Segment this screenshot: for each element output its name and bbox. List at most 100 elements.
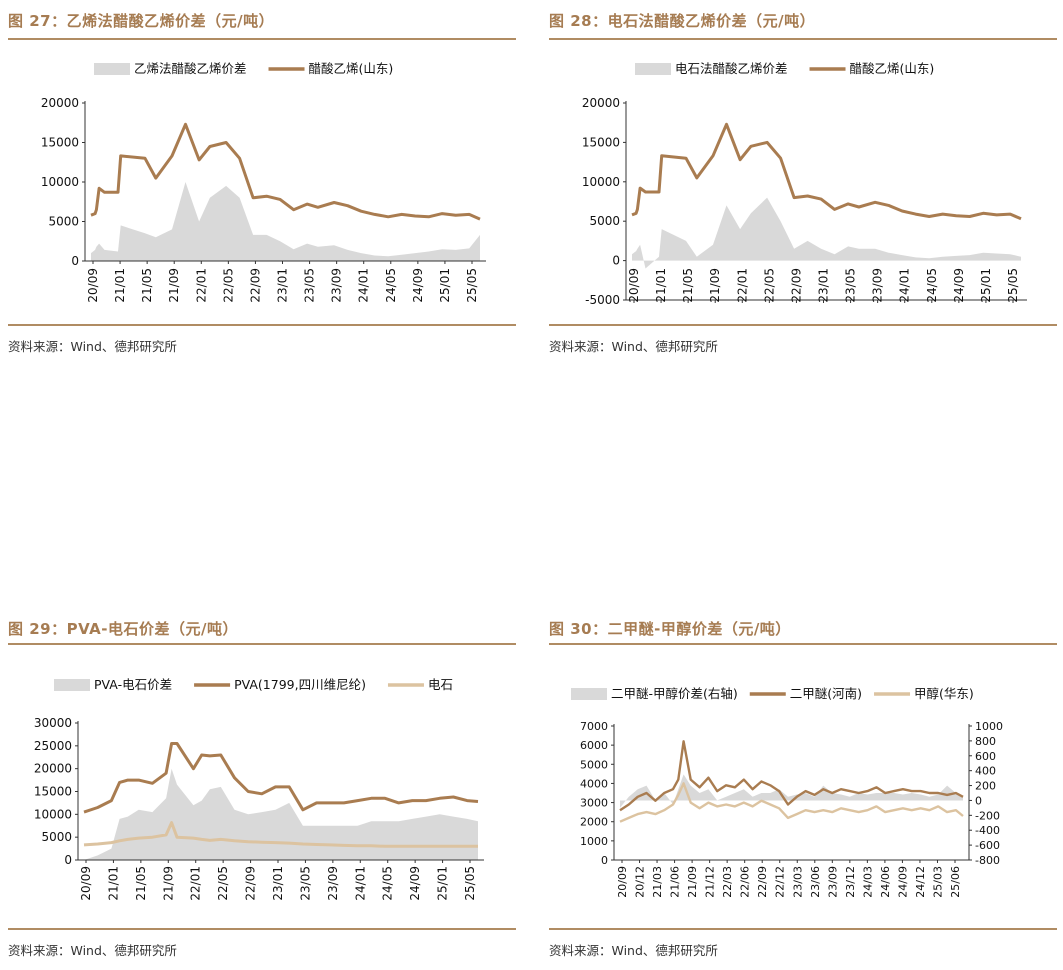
y-tick-label-right: 400 [975,765,996,778]
x-tick-label: 21/12 [704,866,717,898]
legend-swatch-area [635,63,671,75]
chart-panel-29: 图 29：PVA-电石价差（元/吨） 30000 25000 20000 15000 1… [8,612,516,970]
x-tick-label: 25/05 [465,268,479,303]
figure-title: 图 27：乙烯法醋酸乙烯价差（元/吨） [8,12,275,30]
x-tick-label: 23/05 [844,268,858,303]
y-tick-label: 25000 [34,739,72,753]
legend-swatch-area [54,679,90,691]
x-tick-label: 21/09 [167,268,181,303]
x-tick-label: 24/05 [925,268,939,303]
x-tick-label: 22/09 [789,268,803,303]
legend-label: 电石 [428,677,453,692]
x-tick-label: 21/05 [134,866,148,901]
x-tick-label: 22/03 [721,866,734,898]
x-tick-label: 23/01 [271,866,285,901]
y-tick-label: 20000 [582,96,620,110]
x-tick-label: 24/01 [353,866,367,901]
title-rule [549,38,1057,40]
series-area [632,197,1021,269]
x-tick-label: 23/05 [298,866,312,901]
y-tick-label: 5000 [48,215,79,229]
plot-group: 20000 15000 10000 5000 0 -5000 20/09 21/01 21/05… [582,96,1027,307]
x-tick-label: 22/01 [735,268,749,303]
y-tick-label: 30000 [34,716,72,730]
y-tick-label-right: -600 [975,839,1000,852]
y-tick-label: 2000 [580,816,608,829]
x-tick-label: 21/05 [140,268,154,303]
x-tick-label: 25/05 [1006,268,1020,303]
chart-29: 30000 25000 20000 15000 10000 5000 0 20/09 21/01… [34,677,484,901]
legend-swatch-area [571,688,607,700]
x-tick-label: 24/09 [411,268,425,303]
x-tick-label: 23/12 [844,866,857,898]
legend-swatch-area [94,63,130,75]
y-tick-label-right: 0 [975,794,982,807]
legend-label: PVA(1799,四川维尼纶) [234,677,366,692]
y-tick-label: 10000 [41,175,79,189]
x-tick-label: 23/06 [809,866,822,898]
x-tick-label: 23/01 [276,268,290,303]
y-tick-label: -5000 [585,293,620,307]
source-note: 资料来源：Wind、德邦研究所 [8,339,177,354]
x-tick-label: 21/05 [681,268,695,303]
y-tick-label: 0 [64,853,72,867]
chart-panel-30: 图 30：二甲醚-甲醇价差（元/吨） 7000 6000 5000 4000 3000 2… [549,612,1057,970]
legend-label: 甲醇(华东) [914,686,974,701]
y-tick-label: 20000 [34,762,72,776]
x-tick-label: 24/09 [952,268,966,303]
x-tick-label: 25/01 [436,866,450,901]
y-tick-label: 5000 [589,214,620,228]
series-line [619,740,964,812]
y-tick-label: 0 [71,254,79,268]
figure-title: 图 28：电石法醋酸乙烯价差（元/吨） [549,12,816,30]
figure-title: 图 30：二甲醚-甲醇价差（元/吨） [549,620,791,638]
x-tick-label: 22/05 [221,268,235,303]
x-tick-label: 21/06 [669,866,682,898]
x-tick-label: 25/05 [463,866,477,901]
x-tick-label: 22/05 [762,268,776,303]
y-tick-label: 0 [601,854,608,867]
x-tick-label: 22/06 [739,866,752,898]
y-tick-label-right: -800 [975,854,1000,867]
x-tick-label: 25/01 [438,268,452,303]
legend-label: PVA-电石价差 [94,677,172,692]
title-rule [549,643,1057,645]
x-tick-label: 24/01 [357,268,371,303]
source-note: 资料来源：Wind、德邦研究所 [8,943,177,958]
y-tick-label: 5000 [41,830,72,844]
x-tick-label: 24/12 [914,866,927,898]
series-line [83,821,478,848]
x-tick-label: 23/09 [330,268,344,303]
chart-panel-27: 图 27：乙烯法醋酸乙烯价差（元/吨） 20000 15000 10000 5000 0… [8,0,516,360]
x-tick-label: 20/09 [627,268,641,303]
legend: 乙烯法醋酸乙烯价差 醋酸乙烯(山东) [94,61,393,76]
legend: PVA-电石价差 PVA(1799,四川维尼纶) 电石 [54,677,453,692]
y-tick-label: 15000 [34,785,72,799]
x-tick-label: 21/01 [113,268,127,303]
x-tick-label: 24/01 [898,268,912,303]
x-tick-label: 20/09 [86,268,100,303]
series-line [631,122,1022,221]
x-tick-label: 22/09 [248,268,262,303]
x-tick-label: 21/09 [708,268,722,303]
source-rule [8,324,516,326]
x-tick-label: 24/05 [381,866,395,901]
x-tick-label: 24/09 [408,866,422,901]
x-tick-label: 22/01 [189,866,203,901]
x-tick-label: 24/03 [861,866,874,898]
series-line [619,782,964,823]
x-tick-label: 21/01 [106,866,120,901]
x-tick-label: 21/09 [686,866,699,898]
x-tick-label: 23/09 [871,268,885,303]
x-tick-label: 22/09 [756,866,769,898]
x-tick-label: 22/01 [194,268,208,303]
y-tick-label: 10000 [34,807,72,821]
series-line [83,742,479,814]
x-tick-label: 25/01 [979,268,993,303]
y-tick-label: 15000 [582,135,620,149]
series-line [90,122,481,221]
legend: 二甲醚-甲醇价差(右轴) 二甲醚(河南) 甲醇(华东) [571,686,974,701]
x-tick-label: 20/09 [79,866,93,901]
y-tick-label: 5000 [580,758,608,771]
x-tick-label: 22/05 [216,866,230,901]
